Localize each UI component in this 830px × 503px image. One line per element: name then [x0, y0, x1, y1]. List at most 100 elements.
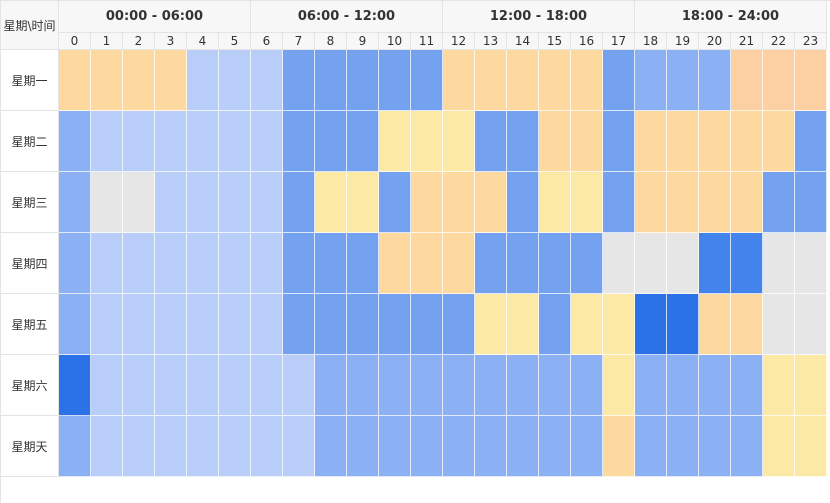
time-slot-cell[interactable] — [571, 233, 603, 294]
time-slot-cell[interactable] — [603, 172, 635, 233]
time-slot-cell[interactable] — [411, 111, 443, 172]
time-slot-cell[interactable] — [795, 355, 827, 416]
time-slot-cell[interactable] — [91, 50, 123, 111]
time-slot-cell[interactable] — [283, 172, 315, 233]
time-slot-cell[interactable] — [251, 416, 283, 477]
time-slot-cell[interactable] — [667, 294, 699, 355]
time-slot-cell[interactable] — [571, 50, 603, 111]
time-slot-cell[interactable] — [411, 294, 443, 355]
time-slot-cell[interactable] — [347, 50, 379, 111]
time-slot-cell[interactable] — [283, 416, 315, 477]
time-slot-cell[interactable] — [731, 233, 763, 294]
time-slot-cell[interactable] — [59, 172, 91, 233]
time-slot-cell[interactable] — [59, 416, 91, 477]
time-slot-cell[interactable] — [443, 294, 475, 355]
time-slot-cell[interactable] — [539, 355, 571, 416]
time-slot-cell[interactable] — [123, 294, 155, 355]
time-slot-cell[interactable] — [507, 111, 539, 172]
time-slot-cell[interactable] — [731, 50, 763, 111]
time-slot-cell[interactable] — [603, 294, 635, 355]
time-slot-cell[interactable] — [187, 111, 219, 172]
time-slot-cell[interactable] — [187, 294, 219, 355]
time-slot-cell[interactable] — [155, 355, 187, 416]
time-slot-cell[interactable] — [91, 416, 123, 477]
time-slot-cell[interactable] — [379, 111, 411, 172]
time-slot-cell[interactable] — [443, 416, 475, 477]
time-slot-cell[interactable] — [635, 294, 667, 355]
time-slot-cell[interactable] — [155, 416, 187, 477]
time-slot-cell[interactable] — [539, 416, 571, 477]
time-slot-cell[interactable] — [475, 111, 507, 172]
time-slot-cell[interactable] — [571, 172, 603, 233]
time-slot-cell[interactable] — [283, 111, 315, 172]
time-slot-cell[interactable] — [347, 233, 379, 294]
time-slot-cell[interactable] — [539, 111, 571, 172]
time-slot-cell[interactable] — [91, 233, 123, 294]
time-slot-cell[interactable] — [219, 233, 251, 294]
time-slot-cell[interactable] — [699, 355, 731, 416]
time-slot-cell[interactable] — [635, 111, 667, 172]
time-slot-cell[interactable] — [763, 233, 795, 294]
time-slot-cell[interactable] — [315, 355, 347, 416]
time-slot-cell[interactable] — [635, 416, 667, 477]
time-slot-cell[interactable] — [411, 50, 443, 111]
time-slot-cell[interactable] — [59, 50, 91, 111]
time-slot-cell[interactable] — [507, 233, 539, 294]
time-slot-cell[interactable] — [475, 355, 507, 416]
time-slot-cell[interactable] — [667, 111, 699, 172]
time-slot-cell[interactable] — [315, 172, 347, 233]
time-slot-cell[interactable] — [699, 294, 731, 355]
time-slot-cell[interactable] — [539, 50, 571, 111]
time-slot-cell[interactable] — [443, 111, 475, 172]
time-slot-cell[interactable] — [443, 172, 475, 233]
time-slot-cell[interactable] — [155, 172, 187, 233]
time-slot-cell[interactable] — [731, 172, 763, 233]
time-slot-cell[interactable] — [347, 416, 379, 477]
time-slot-cell[interactable] — [91, 111, 123, 172]
time-slot-cell[interactable] — [475, 50, 507, 111]
time-slot-cell[interactable] — [283, 355, 315, 416]
time-slot-cell[interactable] — [667, 416, 699, 477]
time-slot-cell[interactable] — [603, 111, 635, 172]
time-slot-cell[interactable] — [699, 233, 731, 294]
time-slot-cell[interactable] — [763, 294, 795, 355]
time-slot-cell[interactable] — [731, 416, 763, 477]
time-slot-cell[interactable] — [315, 50, 347, 111]
time-slot-cell[interactable] — [315, 294, 347, 355]
time-slot-cell[interactable] — [251, 233, 283, 294]
time-slot-cell[interactable] — [315, 233, 347, 294]
time-slot-cell[interactable] — [699, 416, 731, 477]
time-slot-cell[interactable] — [379, 172, 411, 233]
time-slot-cell[interactable] — [347, 172, 379, 233]
time-slot-cell[interactable] — [347, 355, 379, 416]
time-slot-cell[interactable] — [379, 50, 411, 111]
time-slot-cell[interactable] — [315, 111, 347, 172]
time-slot-cell[interactable] — [315, 416, 347, 477]
time-slot-cell[interactable] — [155, 233, 187, 294]
time-slot-cell[interactable] — [123, 233, 155, 294]
time-slot-cell[interactable] — [123, 111, 155, 172]
time-slot-cell[interactable] — [603, 233, 635, 294]
time-slot-cell[interactable] — [411, 172, 443, 233]
time-slot-cell[interactable] — [475, 172, 507, 233]
time-slot-cell[interactable] — [507, 294, 539, 355]
time-slot-cell[interactable] — [699, 50, 731, 111]
time-slot-cell[interactable] — [603, 50, 635, 111]
time-slot-cell[interactable] — [219, 172, 251, 233]
time-slot-cell[interactable] — [379, 294, 411, 355]
time-slot-cell[interactable] — [443, 233, 475, 294]
time-slot-cell[interactable] — [571, 294, 603, 355]
time-slot-cell[interactable] — [763, 355, 795, 416]
time-slot-cell[interactable] — [763, 50, 795, 111]
time-slot-cell[interactable] — [219, 294, 251, 355]
time-slot-cell[interactable] — [411, 233, 443, 294]
time-slot-cell[interactable] — [795, 233, 827, 294]
time-slot-cell[interactable] — [347, 111, 379, 172]
time-slot-cell[interactable] — [251, 111, 283, 172]
time-slot-cell[interactable] — [123, 172, 155, 233]
time-slot-cell[interactable] — [507, 416, 539, 477]
time-slot-cell[interactable] — [91, 172, 123, 233]
time-slot-cell[interactable] — [251, 294, 283, 355]
time-slot-cell[interactable] — [123, 50, 155, 111]
time-slot-cell[interactable] — [571, 416, 603, 477]
